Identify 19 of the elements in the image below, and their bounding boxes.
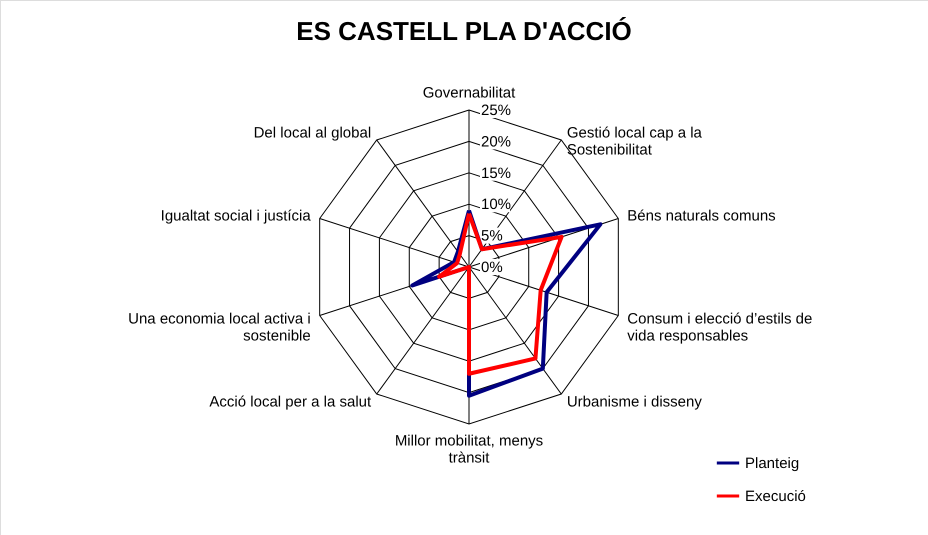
spoke-label: Béns naturals comuns xyxy=(627,208,776,225)
y-tick-label: 10% xyxy=(481,196,512,214)
spoke-label: Acció local per a la salut xyxy=(209,394,372,411)
legend-label: Planteig xyxy=(745,455,800,472)
spoke-label: Millor mobilitat, menys trànsit xyxy=(394,432,544,466)
spoke-label: Consum i elecció d’estils de vida responsables xyxy=(627,310,812,344)
legend-label: Execució xyxy=(745,488,806,505)
spoke-label: Una economia local activa i sostenible xyxy=(128,310,311,344)
spoke-label: Urbanisme i disseny xyxy=(566,394,702,411)
spoke-label: Governabilitat xyxy=(422,84,516,102)
y-tick-label: 5% xyxy=(481,228,503,245)
spoke-label: Del local al global xyxy=(254,124,372,142)
chart-title: ES CASTELL PLA D'ACCIÓ xyxy=(296,16,632,46)
y-tick-label: 0% xyxy=(481,259,503,276)
spoke-label: Gestió local cap a la Sostenibilitat xyxy=(566,124,703,158)
spoke-label: Igualtat social i justícia xyxy=(160,208,312,225)
y-tick-label: 25% xyxy=(481,102,512,119)
y-tick-label: 20% xyxy=(481,133,512,150)
y-tick-label: 15% xyxy=(481,164,512,182)
